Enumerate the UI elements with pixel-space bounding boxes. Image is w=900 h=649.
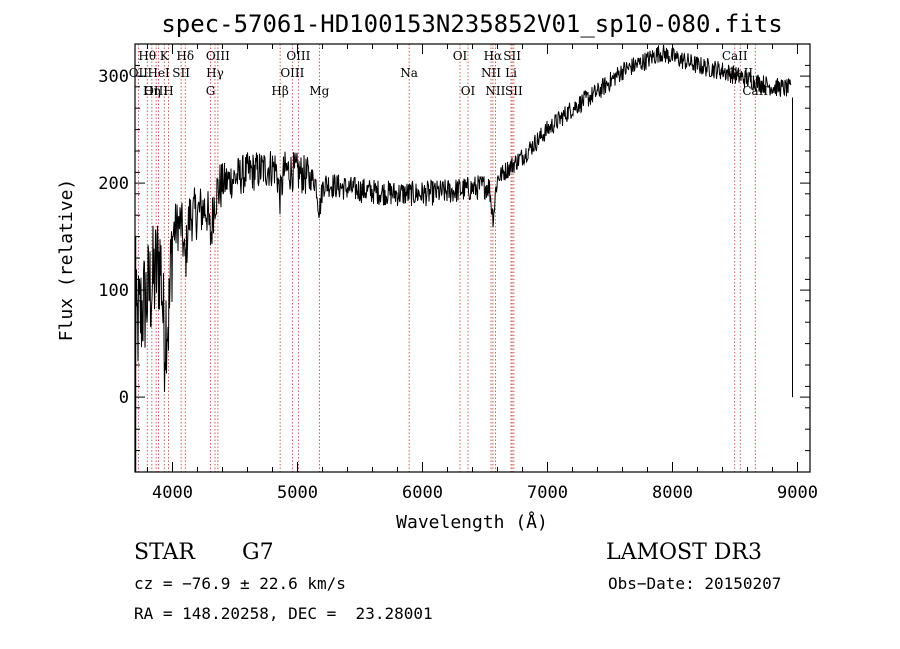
- line-label-9: OII: [129, 66, 149, 80]
- y-axis: 0 100 200 300: [98, 64, 810, 452]
- y-axis-title: Flux (relative): [56, 179, 77, 342]
- line-label-19: Hη: [143, 84, 161, 98]
- line-label-18: OIII: [144, 84, 168, 98]
- line-label-16: Li: [505, 66, 517, 80]
- x-axis-title: Wavelength (Å): [396, 511, 548, 533]
- flux-line: [134, 44, 792, 392]
- line-label-3: OIII: [206, 49, 230, 63]
- x-tick-label-0: 4000: [152, 483, 193, 503]
- line-label-12: Hγ: [206, 66, 224, 80]
- redshift-cz: cz = −76.9 ± 22.6 km/s: [134, 574, 346, 593]
- line-label-25: NII: [485, 84, 505, 98]
- line-label-26: SII: [505, 84, 523, 98]
- line-label-1: K: [160, 49, 170, 63]
- line-label-24: OI: [461, 84, 476, 98]
- line-label-5: OI: [453, 49, 468, 63]
- x-tick-label-3: 7000: [527, 483, 568, 503]
- line-label-21: G: [206, 84, 216, 98]
- line-label-20: H: [163, 84, 173, 98]
- x-tick-label-5: 9000: [777, 483, 818, 503]
- line-label-17: CaII: [727, 66, 753, 80]
- line-label-22: Hβ: [271, 84, 288, 98]
- line-label-13: OIII: [280, 66, 304, 80]
- spectrum-series: [134, 44, 793, 472]
- object-subclass: G7: [242, 540, 274, 565]
- x-tick-label-1: 5000: [277, 483, 318, 503]
- x-tick-label-4: 8000: [652, 483, 693, 503]
- line-label-2: Hδ: [176, 49, 194, 63]
- chart-title: spec-57061-HD100153N235852V01_sp10-080.f…: [161, 10, 782, 38]
- ra-dec: RA = 148.20258, DEC = 23.28001: [134, 604, 433, 623]
- y-tick-label-3: 300: [98, 67, 129, 87]
- y-tick-label-2: 200: [98, 174, 129, 194]
- object-class: STAR: [134, 540, 195, 565]
- line-label-27: CaII: [742, 84, 768, 98]
- x-tick-label-2: 6000: [402, 483, 443, 503]
- y-tick-label-0: 0: [119, 388, 129, 408]
- line-label-23: Mg: [309, 84, 329, 98]
- line-label-14: Na: [400, 66, 418, 80]
- line-label-0: Hθ: [138, 49, 156, 63]
- line-label-6: Hα: [484, 49, 503, 63]
- observation-date: Obs−Date: 20150207: [608, 574, 782, 593]
- plot-frame: [134, 43, 811, 473]
- spectrum-chart: spec-57061-HD100153N235852V01_sp10-080.f…: [56, 10, 818, 533]
- y-tick-label-1: 100: [98, 281, 129, 301]
- line-label-11: SII: [172, 66, 190, 80]
- x-axis: 4000 5000 6000 7000 8000 9000: [147, 44, 818, 503]
- line-label-4: OIII: [286, 49, 310, 63]
- line-label-15: NII: [481, 66, 501, 80]
- line-label-10: HeI: [147, 66, 170, 80]
- line-label-8: CaII: [722, 49, 748, 63]
- survey-name: LAMOST DR3: [606, 540, 762, 565]
- line-label-7: SII: [503, 49, 521, 63]
- spectral-line-markers: [137, 44, 756, 472]
